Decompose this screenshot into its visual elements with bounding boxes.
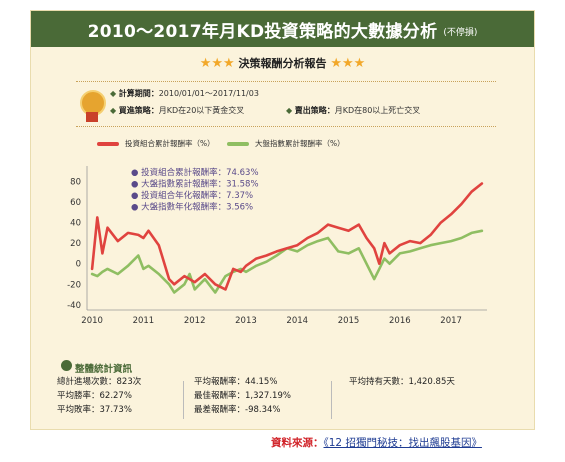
buy-row: ◆ 買進策略：月KD在20以下黃金交叉 [110, 105, 244, 116]
stats-icon [61, 360, 72, 371]
sell-label: 賣出策略： [294, 106, 335, 115]
title-banner: 2010～2017年月KD投資策略的大數據分析 (不停損) [31, 11, 534, 47]
stat-avg-holding-days: 平均持有天數：1,420.85天 [349, 377, 455, 387]
legend-label: 投資組合累計報酬率（%） [125, 139, 215, 148]
stat-best-return: 最佳報酬率：1,327.19% [194, 391, 291, 401]
page-subtitle: (不停損) [443, 27, 478, 38]
chart-annotation: ● 投資組合年化報酬率：7.37% [131, 190, 253, 201]
buy-label: 買進策略： [118, 106, 159, 115]
period-value: 2010/01/01～2017/11/03 [158, 89, 259, 98]
chart-annotation: ● 大盤指數年化報酬率：3.56% [131, 202, 253, 213]
x-tick-label: 2017 [440, 316, 462, 326]
chart-annotation: ● 大盤指數累計報酬率：31.58% [131, 179, 259, 190]
star-icon: ★★★ [199, 56, 235, 71]
line-chart: -40 -20 0 20 40 60 80 2010 2011 2012 2013 2014 2015 2… [67, 166, 487, 326]
legend-portfolio: 投資組合累計報酬率（%） [97, 138, 215, 149]
bullet-icon: ◆ [286, 106, 293, 115]
buy-value: 月KD在20以下黃金交叉 [158, 106, 245, 115]
period-row: ◆ 計算期間：2010/01/01～2017/11/03 [110, 88, 259, 99]
stats-title: 整體統計資訊 [75, 364, 133, 375]
stat-entries: 總計進場次數：823次 [57, 377, 142, 387]
chart-annotation: ● 投資組合累計報酬率：74.63% [131, 167, 259, 178]
source-book-link[interactable]: 《12 招獨門秘技：找出飆股基因》 [323, 437, 482, 449]
legend-label: 大盤指數累計報酬率（%） [255, 139, 345, 148]
y-tick-label: 80 [70, 177, 81, 187]
sell-value: 月KD在80以上死亡交叉 [334, 106, 421, 115]
period-label: 計算期間： [118, 89, 159, 98]
market-series-line [90, 229, 484, 294]
strategy-info: ◆ 計算期間：2010/01/01～2017/11/03 ◆ 買進策略：月KD在… [76, 81, 496, 127]
report-title: 決策報酬分析報告 [238, 57, 327, 70]
report-card: 2010～2017年月KD投資策略的大數據分析 (不停損) ★★★ 決策報酬分析… [30, 10, 535, 430]
sell-row: ◆ 賣出策略：月KD在80以上死亡交叉 [286, 105, 420, 116]
stat-worst-return: 最差報酬率：-98.34% [194, 405, 281, 415]
x-tick-label: 2015 [338, 316, 360, 326]
x-tick-label: 2011 [133, 316, 155, 326]
stats-divider [183, 381, 184, 419]
x-tick-label: 2013 [235, 316, 257, 326]
page-title: 2010～2017年月KD投資策略的大數據分析 [87, 21, 438, 42]
x-tick-label: 2016 [389, 316, 411, 326]
y-tick-label: 40 [70, 219, 81, 229]
y-tick-label: 20 [70, 239, 81, 249]
portfolio-series-line [90, 182, 484, 291]
y-tick-label: 60 [70, 198, 81, 208]
report-title-row: ★★★ 決策報酬分析報告 ★★★ [31, 55, 534, 71]
x-tick-label: 2014 [286, 316, 308, 326]
bullet-icon: ◆ [110, 89, 117, 98]
legend-market: 大盤指數累計報酬率（%） [227, 138, 345, 149]
stat-win-rate: 平均勝率：62.27% [57, 391, 132, 401]
source-label: 資料來源： [271, 437, 324, 449]
stat-avg-return: 平均報酬率：44.15% [194, 377, 278, 387]
y-tick-label: 0 [76, 260, 81, 270]
source-line: 資料來源：《12 招獨門秘技：找出飆股基因》 [271, 435, 482, 450]
legend-swatch [97, 141, 119, 146]
y-tick-label: -40 [67, 301, 81, 311]
bullet-icon: ◆ [110, 106, 117, 115]
x-tick-label: 2012 [184, 316, 206, 326]
y-tick-label: -20 [67, 280, 81, 290]
stat-loss-rate: 平均敗率：37.73% [57, 405, 132, 415]
legend-swatch [227, 141, 249, 146]
medal-ribbon-icon [86, 112, 98, 122]
medal-icon [80, 90, 106, 116]
x-tick-label: 2010 [81, 316, 103, 326]
stats-divider [331, 381, 332, 419]
star-icon: ★★★ [330, 56, 366, 71]
